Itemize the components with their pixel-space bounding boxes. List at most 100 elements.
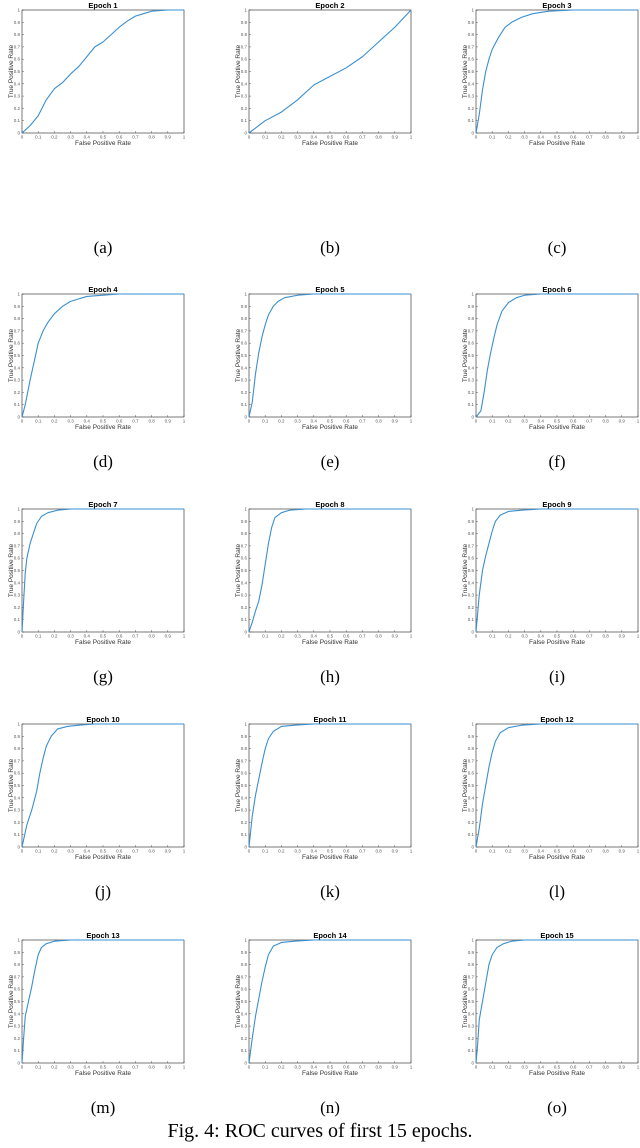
y-tick-label: 0.2 bbox=[468, 605, 475, 610]
chart-title: Epoch 6 bbox=[542, 285, 571, 294]
x-tick-label: 0.1 bbox=[35, 1065, 42, 1070]
x-axis-label: False Positive Rate bbox=[302, 639, 358, 646]
y-tick-label: 0.5 bbox=[468, 69, 475, 74]
x-tick-label: 0.4 bbox=[311, 1065, 318, 1070]
x-tick-label: 0.7 bbox=[359, 419, 366, 424]
x-tick-label: 0.7 bbox=[586, 849, 593, 854]
subfigure-label: (i) bbox=[548, 667, 566, 686]
y-tick-label: 0.7 bbox=[14, 44, 21, 49]
y-tick-label: 0.5 bbox=[241, 999, 248, 1004]
x-tick-label: 0.8 bbox=[148, 634, 155, 639]
y-tick-label: 0.6 bbox=[241, 987, 248, 992]
y-tick-label: 0.8 bbox=[468, 962, 475, 967]
x-tick-label: 0.2 bbox=[51, 849, 58, 854]
x-tick-label: 0.6 bbox=[343, 1065, 350, 1070]
y-tick-label: 0.4 bbox=[14, 1011, 21, 1016]
y-tick-label: 0.1 bbox=[241, 617, 248, 622]
x-tick-label: 1 bbox=[183, 419, 186, 424]
x-tick-label: 0.5 bbox=[327, 849, 334, 854]
x-tick-label: 0.2 bbox=[505, 135, 512, 140]
plot-frame bbox=[475, 508, 639, 633]
x-tick-label: 0.4 bbox=[84, 849, 91, 854]
roc-panel: 0 0 0.1 0.1 0.2 0.2 0.3 0.3 0.4 0.4 0.5 0.5 0.6 0.6 0.… bbox=[235, 500, 413, 646]
roc-plot-svg: 00 0.1 0.1 0.2 0.2 0.3 0.3 0.4 0.4 0.5 0.5 0.6 0.6 0.… bbox=[462, 1, 640, 147]
x-tick-label: 0.9 bbox=[165, 135, 172, 140]
x-tick-label: 0.3 bbox=[294, 1065, 301, 1070]
x-tick-label: 1 bbox=[637, 1065, 640, 1070]
x-tick-label: 0.2 bbox=[51, 1065, 58, 1070]
roc-panel: 0 0 0.1 0.1 0.2 0.2 0.3 0.3 0.4 0.4 0.5 0.5 0.6 0.6 0.… bbox=[8, 285, 186, 431]
x-tick-label: 0.3 bbox=[294, 135, 301, 140]
subfigure-label: (c) bbox=[547, 238, 567, 257]
y-tick-label: 0.6 bbox=[14, 556, 21, 561]
y-tick-label: 0.8 bbox=[241, 746, 248, 751]
x-tick-label: 0.4 bbox=[538, 1065, 545, 1070]
x-tick-label: 0.2 bbox=[51, 135, 58, 140]
y-axis-label: True Positive Rate bbox=[235, 759, 242, 813]
roc-plot-svg: 00 0.1 0.1 0.2 0.2 0.3 0.3 0.4 0.4 0.5 0.5 0.6 0.6 0.… bbox=[235, 931, 413, 1077]
y-tick-label: 0.4 bbox=[468, 81, 475, 86]
y-tick-label: 1 bbox=[244, 507, 247, 512]
y-tick-label: 0.1 bbox=[241, 402, 248, 407]
x-axis-label: False Positive Rate bbox=[75, 1070, 131, 1077]
x-tick-label: 0.7 bbox=[359, 634, 366, 639]
subfigure-label: (k) bbox=[320, 882, 340, 901]
x-tick-label: 0.5 bbox=[100, 419, 107, 424]
y-tick-label: 0.7 bbox=[14, 758, 21, 763]
y-tick-label: 0.7 bbox=[241, 543, 248, 548]
x-tick-label: 0.1 bbox=[489, 419, 496, 424]
y-tick-label: 0.7 bbox=[241, 758, 248, 763]
plot-frame bbox=[475, 9, 639, 134]
roc-panel: 0 0 0.1 0.1 0.2 0.2 0.3 0.3 0.4 0.4 0.5 0.5 0.6 0.6 0.… bbox=[8, 715, 186, 861]
y-tick-label: 0.7 bbox=[468, 328, 475, 333]
y-tick-label: 0.7 bbox=[14, 328, 21, 333]
x-tick-label: 0.7 bbox=[586, 135, 593, 140]
x-tick-label: 1 bbox=[637, 419, 640, 424]
plot-frame bbox=[21, 939, 185, 1064]
y-tick-label: 0.2 bbox=[468, 820, 475, 825]
y-tick-label: 0.5 bbox=[14, 999, 21, 1004]
x-axis-label: False Positive Rate bbox=[75, 639, 131, 646]
x-tick-label: 0.7 bbox=[586, 634, 593, 639]
y-axis-label: True Positive Rate bbox=[462, 759, 469, 813]
x-tick-label: 0.5 bbox=[327, 419, 334, 424]
plot-frame bbox=[21, 9, 185, 134]
roc-plot-svg: 00 0.1 0.1 0.2 0.2 0.3 0.3 0.4 0.4 0.5 0.5 0.6 0.6 0.… bbox=[235, 500, 413, 646]
x-tick-label: 0.7 bbox=[586, 1065, 593, 1070]
x-tick-label: 0.3 bbox=[67, 419, 74, 424]
x-tick-label: 0.9 bbox=[165, 634, 172, 639]
x-tick-label: 0.1 bbox=[489, 849, 496, 854]
x-axis-label: False Positive Rate bbox=[529, 424, 585, 431]
x-tick-label: 0.8 bbox=[602, 135, 609, 140]
y-tick-label: 0.3 bbox=[241, 94, 248, 99]
y-tick-label: 0.1 bbox=[14, 402, 21, 407]
x-tick-label: 0.2 bbox=[51, 419, 58, 424]
roc-curve-line bbox=[248, 723, 411, 848]
x-tick-label: 0.7 bbox=[586, 419, 593, 424]
x-tick-label: 0.3 bbox=[521, 634, 528, 639]
x-tick-label: 0.5 bbox=[327, 634, 334, 639]
subfigure-label: (b) bbox=[320, 238, 340, 257]
x-tick-label: 0.8 bbox=[148, 1065, 155, 1070]
plot-frame bbox=[21, 723, 185, 848]
subfigure-label: (m) bbox=[90, 1098, 116, 1117]
x-tick-label: 0.4 bbox=[84, 1065, 91, 1070]
y-tick-label: 0.6 bbox=[241, 341, 248, 346]
x-tick-label: 0.1 bbox=[489, 1065, 496, 1070]
y-tick-label: 0.8 bbox=[14, 531, 21, 536]
y-tick-label: 0.8 bbox=[14, 962, 21, 967]
y-tick-label: 0.9 bbox=[241, 734, 248, 739]
x-tick-label: 0.1 bbox=[35, 419, 42, 424]
y-axis-label: True Positive Rate bbox=[8, 975, 15, 1029]
chart-title: Epoch 9 bbox=[542, 500, 571, 509]
y-tick-label: 0.3 bbox=[14, 593, 21, 598]
y-tick-label: 0.5 bbox=[241, 69, 248, 74]
y-axis-label: True Positive Rate bbox=[235, 975, 242, 1029]
y-tick-label: 0.4 bbox=[14, 580, 21, 585]
x-tick-label: 0.9 bbox=[392, 849, 399, 854]
y-tick-label: 0.4 bbox=[468, 365, 475, 370]
y-tick-label: 0.4 bbox=[468, 580, 475, 585]
y-tick-label: 0.4 bbox=[468, 795, 475, 800]
y-tick-label: 0.9 bbox=[468, 304, 475, 309]
x-tick-label: 0.1 bbox=[262, 634, 269, 639]
